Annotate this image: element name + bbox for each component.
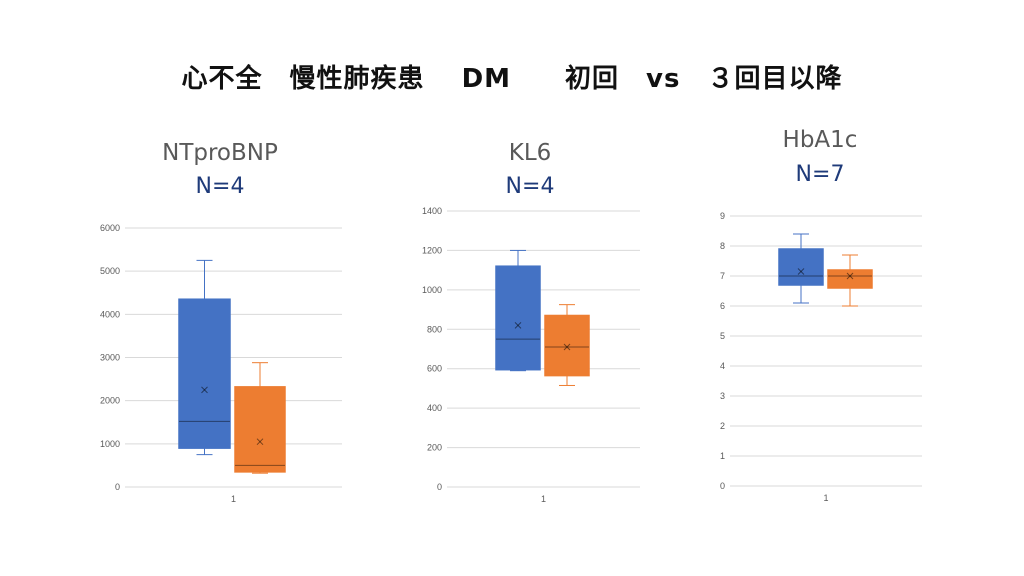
mean-marker xyxy=(514,321,522,329)
y-tick-label: 0 xyxy=(115,482,120,492)
chart-title-ntprobnp: NTproBNP xyxy=(162,140,278,166)
mean-marker xyxy=(563,343,571,351)
y-tick-label: 7 xyxy=(720,271,725,281)
mean-marker xyxy=(846,272,854,280)
box-body xyxy=(778,248,824,286)
y-tick-label: 4000 xyxy=(100,309,120,319)
box-body xyxy=(178,298,231,449)
y-tick-label: 400 xyxy=(427,403,442,413)
box-body xyxy=(827,269,873,289)
chart-title-hba1c: HbA1c xyxy=(782,127,858,153)
mean-marker xyxy=(201,386,208,394)
y-tick-label: 2000 xyxy=(100,396,120,406)
y-tick-label: 1000 xyxy=(100,439,120,449)
y-tick-label: 800 xyxy=(427,324,442,334)
chart-n-ntprobnp: N=4 xyxy=(195,174,245,199)
chart-title-kl6: KL6 xyxy=(508,140,552,166)
y-tick-label: 1200 xyxy=(422,245,442,255)
y-tick-label: 6 xyxy=(720,301,725,311)
y-tick-label: 6000 xyxy=(100,223,120,233)
y-tick-label: 8 xyxy=(720,241,725,251)
y-tick-label: 2 xyxy=(720,421,725,431)
y-tick-label: 1400 xyxy=(422,206,442,216)
x-tick-label: 1 xyxy=(541,494,546,504)
y-tick-label: 4 xyxy=(720,361,725,371)
box-body xyxy=(234,386,286,473)
y-tick-label: 5 xyxy=(720,331,725,341)
y-tick-label: 3000 xyxy=(100,353,120,363)
box-body xyxy=(495,265,541,371)
chart-n-kl6: N=4 xyxy=(505,174,555,199)
box-body xyxy=(544,314,590,377)
y-tick-label: 5000 xyxy=(100,266,120,276)
chart-n-hba1c: N=7 xyxy=(795,162,845,187)
x-tick-label: 1 xyxy=(823,493,828,503)
slide-title: 心不全 慢性肺疾患 DM 初回 vs ３回目以降 xyxy=(181,64,843,94)
y-tick-label: 0 xyxy=(720,481,725,491)
mean-marker xyxy=(256,438,264,446)
y-tick-label: 1000 xyxy=(422,285,442,295)
y-tick-label: 0 xyxy=(437,482,442,492)
y-tick-label: 1 xyxy=(720,451,725,461)
y-tick-label: 9 xyxy=(720,211,725,221)
mean-marker xyxy=(797,268,805,275)
y-tick-label: 200 xyxy=(427,443,442,453)
y-tick-label: 600 xyxy=(427,364,442,374)
x-tick-label: 1 xyxy=(231,494,236,504)
y-tick-label: 3 xyxy=(720,391,725,401)
